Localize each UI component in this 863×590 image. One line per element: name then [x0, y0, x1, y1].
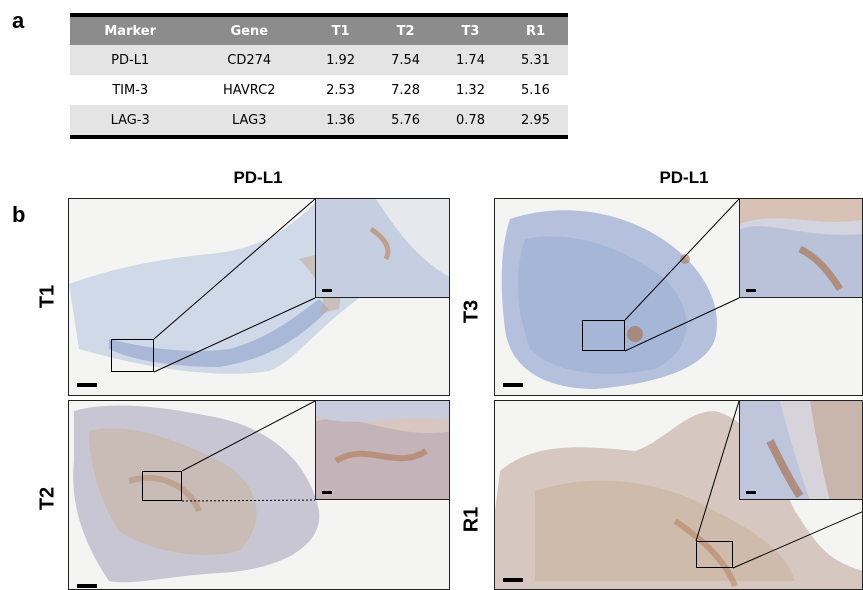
zoom-region-r1	[696, 541, 733, 568]
zoom-region-t3	[582, 320, 625, 351]
scale-bar-r1	[503, 578, 523, 582]
table-cell: TIM-3	[112, 82, 149, 98]
table-cell: PD-L1	[111, 52, 150, 68]
table-cell: 0.78	[438, 105, 503, 139]
zoom-region-t2	[142, 471, 182, 501]
table-row: TIM-3 HAVRC2 2.53 7.28 1.32 5.16	[70, 75, 568, 105]
header-marker: Marker	[70, 13, 191, 45]
panel-b-letter: b	[12, 202, 26, 227]
table-row: PD-L1 CD274 1.92 7.54 1.74 5.31	[70, 45, 568, 75]
table-cell: 7.54	[391, 52, 421, 68]
table-cell: 1.74	[456, 52, 485, 68]
inset-t3	[739, 199, 862, 298]
table-cell: LAG3	[190, 105, 309, 139]
header-r1: R1	[502, 13, 568, 45]
label-t2: T2	[36, 486, 59, 511]
scale-bar-inset-t2	[322, 491, 332, 494]
right-column-title: PD-L1	[659, 168, 709, 187]
table-cell: 5.16	[521, 82, 550, 98]
table-cell: HAVRC2	[223, 82, 276, 98]
micrograph-r1	[494, 400, 863, 590]
table-cell: 5.76	[373, 105, 439, 139]
header-gene: Gene	[190, 13, 309, 45]
label-t3: T3	[460, 299, 483, 324]
scale-bar-t3	[503, 383, 523, 387]
scale-bar-inset-t3	[746, 289, 756, 292]
micrograph-t2	[68, 400, 450, 590]
scale-bar-t1	[77, 383, 97, 387]
scale-bar-inset-r1	[746, 491, 756, 494]
table-header-row: Marker Gene T1 T2 T3 R1	[70, 13, 568, 45]
scale-bar-inset-t1	[322, 289, 332, 292]
label-r1: R1	[460, 506, 483, 533]
table-cell: 2.95	[502, 105, 568, 139]
expression-table: Marker Gene T1 T2 T3 R1 PD-L1 CD274 1.92…	[70, 13, 568, 139]
inset-t1	[315, 199, 449, 298]
table-cell: 1.32	[456, 82, 485, 98]
table-row: LAG-3 LAG3 1.36 5.76 0.78 2.95	[70, 105, 568, 139]
table-cell: 5.31	[521, 52, 550, 68]
inset-t2	[315, 401, 449, 500]
table-cell: CD274	[227, 52, 272, 68]
table-cell: LAG-3	[70, 105, 191, 139]
table-cell: 1.36	[308, 105, 374, 139]
zoom-region-t1	[111, 339, 154, 372]
table-cell: 7.28	[391, 82, 421, 98]
left-column-title: PD-L1	[233, 168, 283, 187]
table-cell: 2.53	[326, 82, 356, 98]
label-t1: T1	[36, 284, 59, 309]
micrograph-t1	[68, 198, 450, 396]
header-t1: T1	[308, 13, 374, 45]
table-cell: 1.92	[326, 52, 356, 68]
inset-r1	[739, 401, 862, 500]
header-t3: T3	[438, 13, 503, 45]
panel-a-letter: a	[12, 8, 25, 33]
micrograph-t3	[494, 198, 863, 396]
scale-bar-t2	[77, 584, 97, 588]
header-t2: T2	[373, 13, 439, 45]
